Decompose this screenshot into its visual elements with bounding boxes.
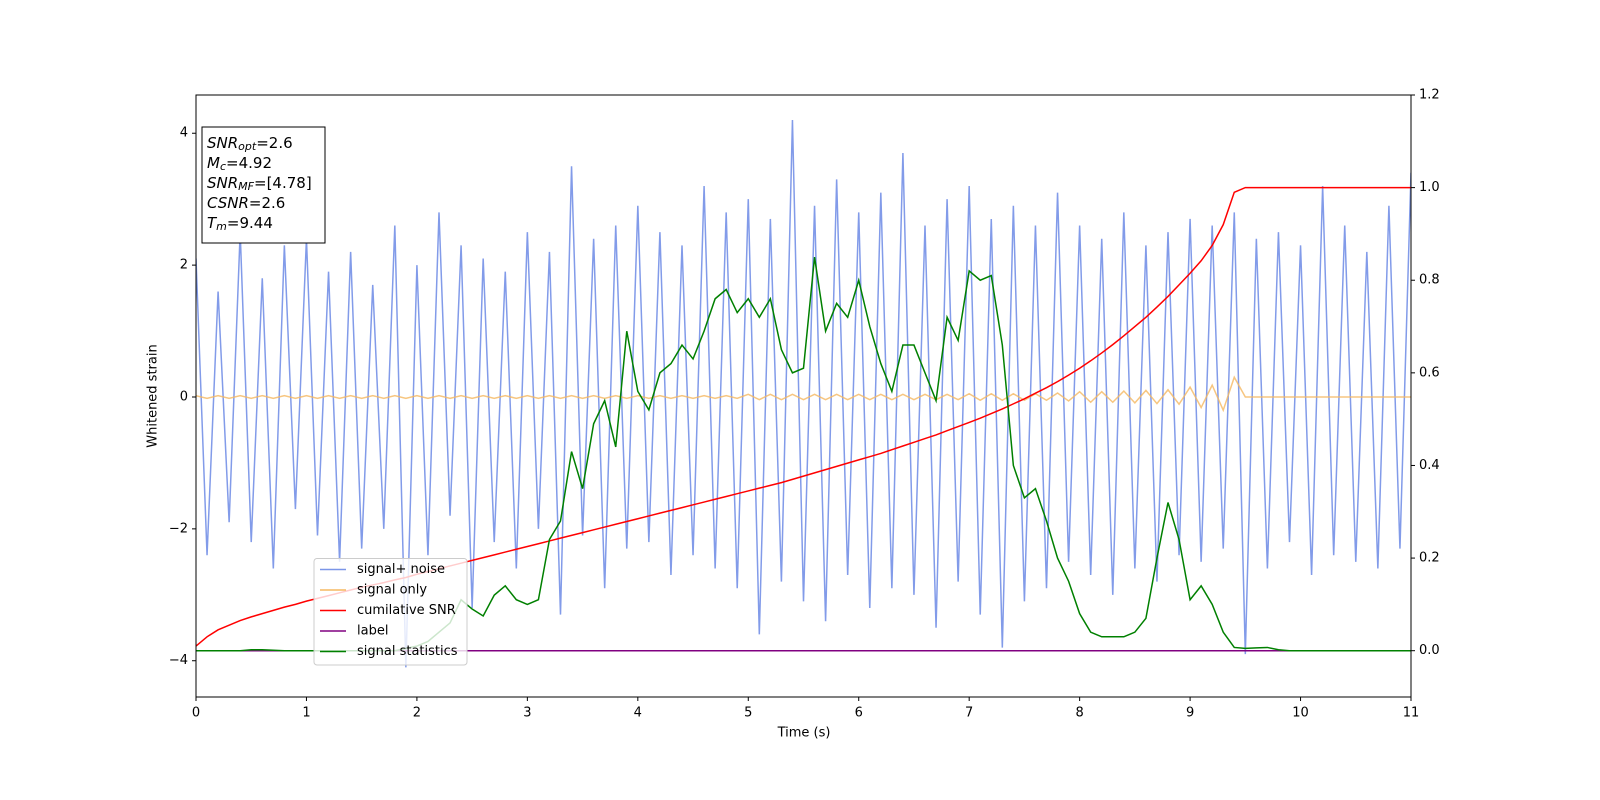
annotation-value: =4.92: [226, 154, 272, 172]
x-tick-label: 9: [1186, 706, 1194, 721]
annotation-value: =9.44: [227, 214, 273, 232]
annotation-value: =2.6: [249, 194, 285, 212]
y2-tick-label: 0.6: [1419, 365, 1440, 380]
y2-tick-label: 0.8: [1419, 273, 1440, 288]
annotation: SNRopt=2.6: [207, 134, 293, 154]
y2-tick-label: 0.0: [1419, 643, 1440, 658]
y2-tick-label: 0.4: [1419, 458, 1440, 473]
x-tick-label: 10: [1292, 706, 1309, 721]
annotation: CSNR=2.6: [207, 194, 285, 212]
annotation-name: CSNR: [207, 194, 249, 212]
x-tick-label: 8: [1075, 706, 1083, 721]
x-axis-label: Time (s): [777, 726, 831, 741]
x-tick-label: 2: [413, 706, 421, 721]
annotation-box: [201, 126, 326, 244]
series-line: [196, 375, 1411, 413]
annotation-sub: m: [216, 220, 227, 233]
x-tick-label: 4: [634, 706, 642, 721]
annotation: Tm=9.44: [207, 214, 273, 234]
y2-tick-label: 1.0: [1419, 180, 1440, 195]
annotation-sub: c: [220, 160, 226, 173]
y-tick-label: 2: [180, 258, 188, 273]
x-tick-label: 1: [302, 706, 310, 721]
y-tick-label: 4: [180, 126, 188, 141]
annotation-name: SNR: [207, 134, 238, 152]
annotation-sub: MF: [238, 180, 254, 193]
y-tick-label: −2: [169, 521, 188, 536]
y-axis-label: Whitened strain: [146, 344, 161, 447]
x-tick-label: 0: [192, 706, 200, 721]
annotation-name: T: [207, 214, 218, 232]
annotation-value: =2.6: [256, 134, 292, 152]
axes-frame: [195, 94, 1412, 698]
y-tick-label: −4: [169, 653, 188, 668]
x-tick-label: 7: [965, 706, 973, 721]
y2-tick-label: 0.2: [1419, 551, 1440, 566]
y-tick-label: 0: [180, 389, 188, 404]
annotation-name: SNR: [207, 174, 238, 192]
x-tick-label: 3: [523, 706, 531, 721]
legend-label: cumilative SNR: [357, 603, 456, 618]
legend-label: signal+ noise: [357, 562, 445, 577]
annotation-value: =[4.78]: [254, 174, 312, 192]
x-tick-label: 5: [744, 706, 752, 721]
annotation-sub: opt: [238, 140, 257, 153]
y2-tick-label: 1.2: [1419, 88, 1440, 103]
x-tick-label: 11: [1403, 706, 1420, 721]
annotation-name: M: [207, 154, 220, 172]
annotation: SNRMF=[4.78]: [207, 174, 312, 194]
legend-label: label: [357, 624, 388, 639]
annotation: Mc=4.92: [207, 154, 272, 174]
legend-box: [313, 558, 468, 666]
legend-label: signal only: [357, 583, 427, 598]
series-line: [196, 120, 1411, 668]
legend-label: signal statistics: [357, 644, 458, 659]
x-tick-label: 6: [855, 706, 863, 721]
